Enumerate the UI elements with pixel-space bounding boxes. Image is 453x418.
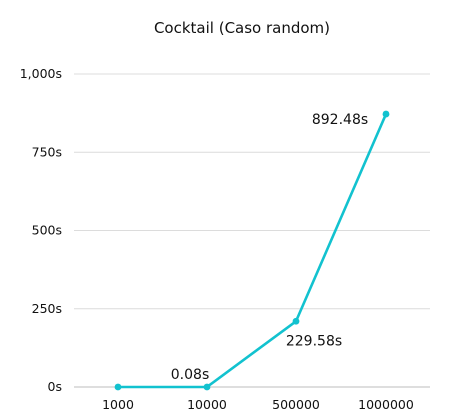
series-line	[117, 113, 388, 389]
series-line-group	[114, 110, 390, 391]
x-tick-label: 1000000	[358, 397, 414, 412]
x-axis-ticks: 1000 10000 500000 1000000	[102, 397, 414, 412]
y-tick-label: 500s	[32, 223, 62, 238]
data-label: 229.58s	[286, 333, 342, 349]
data-label: 0.08s	[171, 367, 209, 383]
x-tick-label: 1000	[102, 397, 134, 412]
x-tick-label: 500000	[272, 397, 320, 412]
y-tick-label: 750s	[32, 144, 62, 159]
y-tick-label: 1,000s	[20, 66, 62, 81]
y-tick-label: 250s	[32, 301, 62, 316]
gridlines	[74, 73, 430, 388]
data-point	[292, 317, 300, 325]
data-point	[114, 383, 122, 391]
y-axis-ticks: 0s 250s 500s 750s 1,000s	[20, 66, 62, 394]
chart-title: Cocktail (Caso random)	[154, 19, 330, 37]
data-point	[203, 383, 211, 391]
x-tick-label: 10000	[187, 397, 227, 412]
data-point	[382, 110, 390, 118]
data-label: 892.48s	[312, 112, 368, 128]
data-labels: 0.08s 229.58s 892.48s	[171, 112, 368, 383]
y-tick-label: 0s	[48, 379, 62, 394]
